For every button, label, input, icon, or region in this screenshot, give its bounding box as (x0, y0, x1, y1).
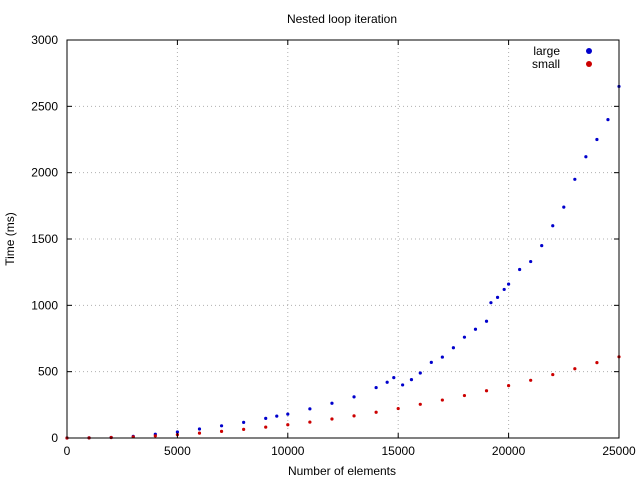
x-tick-label: 10000 (271, 444, 305, 458)
y-tick-label: 3000 (31, 33, 58, 47)
data-point-large (275, 414, 279, 418)
data-point-large (392, 376, 396, 380)
tick-layer: 0 5000 10000 15000 20000 25000 0 500 1000 1500 200… (31, 33, 636, 458)
data-point-large (606, 118, 610, 122)
data-point-small (529, 378, 533, 382)
series-small (65, 355, 621, 440)
data-point-small (551, 372, 555, 377)
data-point-small (219, 429, 224, 433)
data-point-small (418, 402, 422, 406)
data-point-small (286, 423, 290, 427)
data-point-small (109, 435, 113, 440)
data-point-large (451, 346, 455, 350)
data-point-large (286, 412, 290, 416)
chart-title: Nested loop iteration (287, 12, 397, 26)
grid-layer (67, 40, 619, 438)
data-point-small (153, 434, 157, 438)
data-point-large (374, 385, 378, 390)
data-point-large (562, 205, 566, 209)
y-tick-label: 2500 (31, 99, 58, 113)
data-point-large (440, 355, 444, 359)
data-point-large (175, 430, 179, 434)
data-point-large (385, 380, 389, 384)
data-point-large (518, 267, 522, 272)
legend-label-small: small (532, 57, 560, 71)
data-point-small (396, 406, 400, 411)
data-point-large (429, 360, 433, 364)
x-axis-label: Number of elements (288, 464, 396, 478)
x-tick-label: 5000 (164, 444, 191, 458)
data-point-small (308, 420, 312, 424)
data-point-large (308, 407, 312, 411)
data-point-large (540, 244, 544, 248)
data-point-small (440, 398, 444, 402)
data-point-large (473, 327, 478, 331)
y-axis-label: Time (ms) (3, 212, 17, 266)
data-point-large (401, 383, 405, 387)
data-point-small (264, 425, 268, 429)
data-point-small (242, 427, 246, 431)
data-point-small (484, 389, 489, 393)
data-point-small (352, 414, 356, 418)
data-point-large (595, 137, 599, 142)
data-point-large (197, 427, 202, 431)
data-point-large (409, 378, 414, 382)
data-point-large (264, 416, 268, 420)
data-point-small (462, 393, 467, 398)
data-point-small (595, 361, 599, 365)
data-point-large (484, 319, 489, 323)
legend-marker-small (586, 61, 592, 67)
data-point-small (374, 410, 378, 414)
data-point-large (242, 420, 246, 424)
data-point-small (197, 431, 202, 435)
data-point-large (495, 295, 500, 299)
x-tick-label: 0 (64, 444, 71, 458)
data-point-large (489, 301, 493, 305)
legend-label-large: large (533, 44, 560, 58)
y-tick-label: 500 (38, 365, 58, 379)
data-point-large (219, 424, 224, 428)
x-tick-label: 15000 (382, 444, 416, 458)
y-tick-label: 2000 (31, 166, 58, 180)
data-point-large (418, 371, 422, 375)
y-tick-label: 1000 (31, 298, 58, 312)
y-tick-label: 0 (51, 431, 58, 445)
data-point-large (529, 259, 533, 264)
data-point-large (507, 282, 511, 286)
data-point-large (462, 335, 467, 339)
legend-marker-large (586, 48, 592, 54)
data-layer (65, 84, 621, 440)
x-tick-label: 20000 (492, 444, 526, 458)
data-point-small (573, 367, 577, 371)
y-tick-label: 1500 (31, 232, 58, 246)
data-point-small (507, 383, 511, 388)
data-point-large (551, 224, 555, 228)
data-point-large (502, 287, 506, 292)
data-point-large (584, 155, 588, 159)
data-point-large (573, 177, 577, 181)
data-point-large (330, 401, 334, 405)
data-point-small (330, 417, 334, 421)
data-point-large (352, 395, 356, 399)
x-tick-label: 25000 (602, 444, 636, 458)
